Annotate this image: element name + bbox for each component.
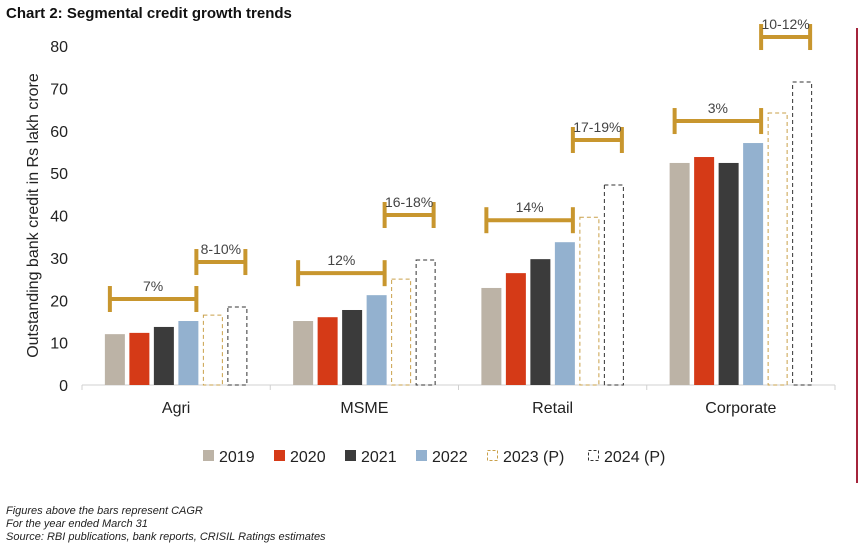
y-tick-label: 10 [50,336,68,353]
bar-2021-agri [153,326,174,385]
bar-2019-msme [293,321,314,385]
cagr-label: 3% [708,100,728,116]
bar-2020-msme [317,317,338,385]
y-tick-label: 20 [50,293,68,310]
y-axis-label: Outstanding bank credit in Rs lakh crore [25,73,42,358]
legend-label: 2020 [290,449,326,466]
legend-swatch [416,450,427,461]
y-tick-label: 60 [50,124,68,141]
cagr-label: 10-12% [761,16,809,32]
bar-2021-corporate [718,162,739,385]
x-tick-label: Corporate [705,400,776,417]
legend-swatch [588,450,599,461]
legend-label: 2021 [361,449,397,466]
x-tick-label: MSME [340,400,388,417]
legend-swatch [345,450,356,461]
bar-2023P-corporate [767,112,788,386]
cagr-label: 14% [516,199,544,215]
bar-2022-retail [554,242,575,385]
y-tick-label: 50 [50,166,68,183]
bar-2019-retail [481,287,502,385]
legend-label: 2019 [219,449,255,466]
bar-2019-corporate [669,162,690,385]
bar-2024P-corporate [792,81,813,386]
cagr-label: 12% [327,252,355,268]
y-tick-label: 30 [50,251,68,268]
bar-2024P-retail [603,184,624,386]
bar-2022-corporate [743,143,764,385]
divider-line [856,28,858,483]
bar-2020-corporate [694,157,715,385]
x-tick-label: Retail [532,400,573,417]
cagr-label: 17-19% [573,119,621,135]
bar-2021-retail [530,259,551,385]
footnotes: Figures above the bars represent CAGR Fo… [6,505,326,544]
bar-2020-retail [505,273,526,385]
footnote-cagr: Figures above the bars represent CAGR [6,505,203,517]
y-tick-label: 70 [50,81,68,98]
y-tick-label: 80 [50,39,68,56]
legend-swatch [203,450,214,461]
y-tick-label: 0 [59,378,68,395]
bar-2022-msme [366,295,387,385]
bar-chart: 0 10 20 30 40 50 60 70 80 Outstanding bank credit… [25,16,836,466]
x-tick-label: Agri [162,400,190,417]
footnote-source: Source: RBI publications, bank reports, … [6,531,326,543]
bar-2023P-retail [579,216,600,386]
y-tick-label: 40 [50,209,68,226]
legend-label: 2023 (P) [503,449,564,466]
bar-2022-agri [178,321,199,385]
bar-2024P-msme [415,259,436,386]
bar-2023P-agri [202,314,223,386]
legend-label: 2022 [432,449,468,466]
chart-title: Chart 2: Segmental credit growth trends [6,5,292,22]
bar-2020-agri [129,332,150,385]
cagr-label: 16-18% [385,194,433,210]
bar-2024P-agri [227,306,248,386]
cagr-label: 7% [143,278,163,294]
bar-2021-msme [342,309,363,385]
cagr-label: 8-10% [201,241,241,257]
legend-swatch [487,450,498,461]
legend-swatch [274,450,285,461]
bar-2023P-msme [391,278,412,386]
bar-2019-agri [104,334,125,385]
footnote-year: For the year ended March 31 [6,518,148,530]
legend-label: 2024 (P) [604,449,665,466]
